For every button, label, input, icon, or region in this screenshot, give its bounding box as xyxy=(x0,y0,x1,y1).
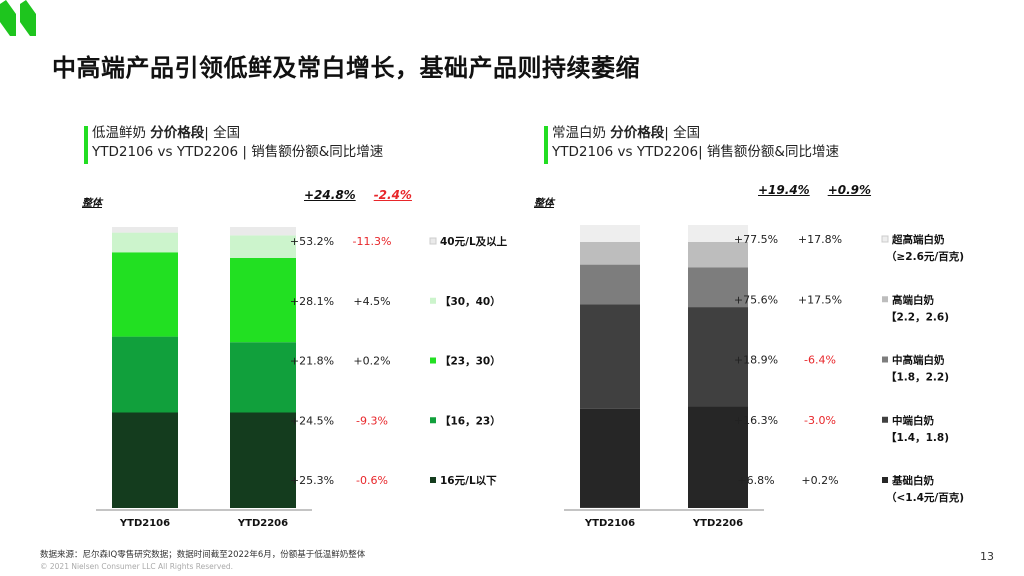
legend-label: 16元/L以下 xyxy=(440,475,497,487)
legend-label: 中端白奶 xyxy=(892,414,934,427)
legend-swatch xyxy=(430,357,436,364)
legend-label: 基础白奶 xyxy=(891,474,934,487)
data-source-note: 数据来源：尼尔森IQ零售研究数据；数据时间截至2022年6月，份额基于低温鲜奶整… xyxy=(40,550,366,560)
subtitle-line2: YTD2106 vs YTD2206 | 销售额份额&同比增速 xyxy=(92,144,384,160)
yoy-label: -3.0% xyxy=(804,414,836,427)
segment-label: 整体 xyxy=(82,198,102,209)
x-tick-label: YTD2106 xyxy=(584,518,635,529)
left-chart-panel: 低温鲜奶 分价格段| 全国 YTD2106 vs YTD2206 | 销售额份额… xyxy=(40,120,510,529)
x-tick-label: YTD2206 xyxy=(692,518,743,529)
bar-segment xyxy=(112,232,178,253)
bar-segment xyxy=(580,225,640,242)
yoy-label: +17.5% xyxy=(798,293,842,306)
legend-label: （<1.4元/百克) xyxy=(886,491,964,504)
legend-swatch xyxy=(882,477,888,483)
total-yoy: -2.4% xyxy=(373,188,412,202)
total-growth-row: +19.4% +0.9% xyxy=(758,183,871,197)
subtitle-suffix: | 全国 xyxy=(664,125,701,141)
share-growth-label: +16.3% xyxy=(734,414,778,427)
nielsen-logo xyxy=(0,0,36,36)
accent-bar xyxy=(544,126,548,164)
share-growth-label: +25.3% xyxy=(290,474,334,487)
share-growth-label: +21.8% xyxy=(290,355,334,368)
legend-swatch xyxy=(882,356,888,363)
bar-segment xyxy=(688,267,748,307)
legend-label: 【1.4，1.8) xyxy=(886,431,949,444)
subtitle-prefix: 常温白奶 xyxy=(552,125,611,141)
share-growth-label: +18.9% xyxy=(734,354,778,367)
bar-segment xyxy=(230,235,296,258)
total-share-growth: +24.8% xyxy=(304,188,356,202)
bar-segment xyxy=(112,336,178,413)
legend-swatch xyxy=(429,237,437,245)
share-growth-label: +28.1% xyxy=(290,295,334,308)
yoy-label: -11.3% xyxy=(353,235,392,248)
bar-segment xyxy=(112,227,178,233)
bar-segment xyxy=(688,242,748,268)
legend-swatch xyxy=(882,416,888,423)
yoy-label: +4.5% xyxy=(353,295,390,308)
x-tick-label: YTD2206 xyxy=(237,518,288,529)
yoy-label: -9.3% xyxy=(356,414,388,427)
bar-segment xyxy=(230,257,296,343)
stacked-bar-chart-ambient-milk: YTD2106 YTD2206 +77.5% +17.8% 超高端白奶 （≥2.6元/百克… xyxy=(564,225,964,529)
yoy-label: +17.8% xyxy=(798,233,842,246)
share-growth-label: +77.5% xyxy=(734,233,778,246)
total-yoy: +0.9% xyxy=(827,183,872,197)
legend-label: 【16，23） xyxy=(440,414,501,427)
bar-segment xyxy=(112,412,178,508)
legend-label: 【2.2，2.6) xyxy=(886,310,949,323)
subtitle-line2: YTD2106 vs YTD2206| 销售额份额&同比增速 xyxy=(552,144,839,160)
copyright-note: © 2021 Nielsen Consumer LLC All Rights R… xyxy=(40,562,234,571)
page-title: 中高端产品引领低鲜及常白增长，基础产品则持续萎缩 xyxy=(52,54,640,82)
bar-segment xyxy=(688,307,748,407)
yoy-label: -0.6% xyxy=(356,474,388,487)
legend-label: 中高端白奶 xyxy=(892,354,945,367)
subtitle-suffix: | 全国 xyxy=(204,125,241,141)
bar-segment xyxy=(688,406,748,508)
share-growth-label: +24.5% xyxy=(290,414,334,427)
share-growth-label: +75.6% xyxy=(734,293,778,306)
legend-swatch xyxy=(881,235,889,243)
subtitle-bold: 分价格段 xyxy=(610,125,665,141)
legend-label: 40元/L及以上 xyxy=(440,235,508,248)
legend-swatch xyxy=(430,417,436,424)
bar-segment xyxy=(688,225,748,242)
chart-subtitle: 常温白奶 分价格段| 全国 YTD2106 vs YTD2206| 销售额份额&… xyxy=(544,124,839,164)
subtitle-bold: 分价格段 xyxy=(150,125,205,141)
total-share-growth: +19.4% xyxy=(758,183,810,197)
legend-label: （≥2.6元/百克) xyxy=(886,250,964,263)
bar-segment xyxy=(230,412,296,508)
segment-label: 整体 xyxy=(534,198,554,209)
legend-label: 【30，40） xyxy=(440,295,501,308)
legend-label: 超高端白奶 xyxy=(891,233,945,246)
bar-segment xyxy=(580,304,640,409)
x-tick-label: YTD2106 xyxy=(119,518,170,529)
yoy-label: +0.2% xyxy=(353,355,390,368)
bar-segment xyxy=(230,227,296,236)
bar-segment xyxy=(230,342,296,413)
legend-swatch xyxy=(430,477,436,483)
bar-segment xyxy=(580,242,640,265)
chart-subtitle: 低温鲜奶 分价格段| 全国 YTD2106 vs YTD2206 | 销售额份额… xyxy=(84,124,384,164)
yoy-label: -6.4% xyxy=(804,354,836,367)
share-growth-label: +53.2% xyxy=(290,235,334,248)
yoy-label: +0.2% xyxy=(801,474,838,487)
legend-label: 【23，30） xyxy=(440,355,501,368)
bar-segment xyxy=(112,252,178,337)
legend-label: 高端白奶 xyxy=(892,293,934,306)
bar-segment xyxy=(580,264,640,305)
legend-swatch xyxy=(430,297,436,304)
total-growth-row: +24.8% -2.4% xyxy=(304,188,412,202)
subtitle-prefix: 低温鲜奶 xyxy=(92,125,151,141)
page-number: 13 xyxy=(980,550,994,563)
bar-segment xyxy=(580,408,640,508)
accent-bar xyxy=(84,126,88,164)
legend-label: 【1.8，2.2) xyxy=(886,371,949,384)
legend-swatch xyxy=(882,296,888,303)
stacked-bar-chart-fresh-milk: YTD2106 YTD2206 +53.2% -11.3% 40元/L及以上 +28.1%… xyxy=(96,227,508,529)
right-chart-panel: 常温白奶 分价格段| 全国 YTD2106 vs YTD2206| 销售额份额&… xyxy=(500,120,970,529)
share-growth-label: +6.8% xyxy=(737,474,774,487)
